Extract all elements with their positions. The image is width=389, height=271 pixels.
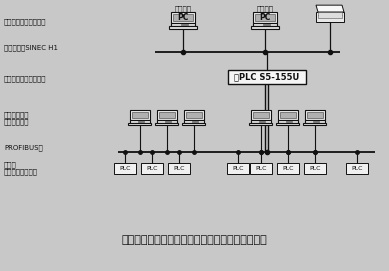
Text: PLC: PLC [255,166,267,171]
Bar [259,121,265,122]
Bar [130,110,150,120]
Bar [255,14,275,21]
Text: （车间现场设备）: （车间现场设备） [4,169,38,175]
Text: PLC: PLC [146,166,158,171]
Bar [305,110,325,120]
Bar [181,24,187,25]
Bar [251,120,271,122]
Bar [184,110,204,120]
Bar [278,120,298,122]
Bar [313,121,319,122]
Bar [132,112,148,118]
Text: 设备层: 设备层 [4,162,17,168]
Bar [192,121,198,122]
Bar [186,112,202,118]
Bar [156,122,179,125]
Text: PLC: PLC [309,166,321,171]
Bar [251,110,271,120]
Bar [277,122,300,125]
Text: PROFIBUS网: PROFIBUS网 [4,145,43,151]
Bar [305,120,325,122]
Bar [303,122,326,125]
Text: PLC: PLC [282,166,294,171]
Text: 系统信息交换管理中心: 系统信息交换管理中心 [4,76,47,82]
Bar [168,163,190,174]
Bar [278,110,298,120]
Bar [138,121,144,122]
Bar [130,120,150,122]
Text: 现场工程师站: 现场工程师站 [4,112,30,118]
Bar [280,112,296,118]
Text: 打印机: 打印机 [324,5,336,12]
Text: （车间现场）: （车间现场） [4,119,30,125]
Bar [171,23,195,26]
Text: PLC: PLC [173,166,185,171]
Text: PC: PC [177,13,189,22]
Text: 主PLC S5-155U: 主PLC S5-155U [235,73,300,82]
Bar [228,70,306,84]
Bar [114,163,136,174]
Polygon shape [316,5,344,12]
Bar [277,163,299,174]
Bar [250,163,272,174]
Text: 主计算机: 主计算机 [256,5,273,12]
Bar [263,24,270,25]
Bar [159,112,175,118]
Bar [169,26,197,28]
Bar [173,14,193,21]
Text: PC: PC [259,13,271,22]
Text: PLC: PLC [351,166,363,171]
Bar [253,12,277,23]
Bar [157,110,177,120]
Text: 汽车焊接车间设备故障诊断及焊机群控系统结构图: 汽车焊接车间设备故障诊断及焊机群控系统结构图 [122,235,267,245]
Bar [227,163,249,174]
Bar [346,163,368,174]
Bar [171,12,195,23]
Bar [249,122,273,125]
Bar [318,12,342,18]
Text: 管理层（车间办公室）: 管理层（车间办公室） [4,19,47,25]
Bar [182,122,205,125]
Text: 工业以太网SINEC H1: 工业以太网SINEC H1 [4,45,58,51]
Bar [157,120,177,122]
Bar [141,163,163,174]
Text: 主计算机: 主计算机 [175,5,191,12]
Bar [307,112,323,118]
Bar [251,26,279,28]
Bar [286,121,292,122]
Bar [165,121,171,122]
Text: PLC: PLC [232,166,244,171]
Bar [184,120,204,122]
Bar [316,12,344,22]
Bar [304,163,326,174]
Text: PLC: PLC [119,166,131,171]
Bar [128,122,151,125]
Bar [253,112,269,118]
Bar [253,23,277,26]
